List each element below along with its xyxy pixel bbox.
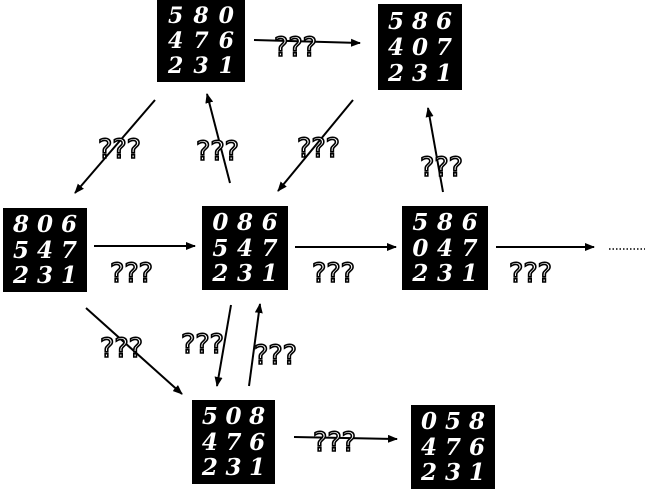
digit-cell: 0: [212, 209, 229, 237]
digit-cell: 2: [420, 458, 437, 486]
digit-cell: 4: [201, 428, 218, 456]
label-g3-g6: ???: [100, 333, 143, 364]
digit-cell: 3: [411, 59, 428, 87]
arrow-g5-to-g2: [425, 107, 444, 193]
digit-cell: 1: [461, 259, 478, 287]
digit-cell: 1: [218, 52, 234, 79]
digit-cell: 3: [225, 453, 242, 481]
digit-cell: 7: [461, 234, 478, 262]
digit-cell: 2: [212, 259, 229, 287]
digit-cell: 0: [412, 234, 429, 262]
digit-cell: 6: [468, 433, 485, 461]
digit-cell: 1: [435, 59, 452, 87]
arrow-g2-to-g4: [277, 99, 354, 192]
digit-cell: 1: [468, 458, 485, 486]
digit-cell: 7: [261, 234, 278, 262]
digit-cell: 0: [225, 403, 242, 431]
digit-cell: 5: [212, 234, 229, 262]
digit-cell: 7: [60, 236, 77, 264]
digit-cell: 7: [193, 28, 209, 54]
digit-cell: 6: [218, 28, 234, 54]
digit-cell: 4: [236, 234, 253, 262]
arrow-g4-to-g1: [205, 93, 231, 184]
digit-cell: 4: [387, 33, 404, 61]
label-g5-next: ???: [509, 258, 552, 289]
digit-cell: 1: [60, 261, 77, 289]
digit-cell: 8: [12, 211, 29, 239]
digit-cell: 8: [468, 408, 485, 436]
digit-cell: 5: [168, 3, 184, 30]
digit-cell: 4: [168, 28, 184, 54]
digit-cell: 7: [225, 428, 242, 456]
digit-cell: 5: [12, 236, 29, 264]
digit-cell: 4: [36, 236, 53, 264]
arrow-g6-to-g7: [293, 434, 398, 443]
label-g6-g4: ???: [254, 340, 297, 371]
digit-cell: 5: [412, 209, 429, 237]
digit-cell: 3: [444, 458, 461, 486]
digit-cell: 0: [36, 211, 53, 239]
arrow-g3-to-g6: [85, 307, 183, 395]
digit-cell: 8: [249, 403, 266, 431]
arrow-g1-to-g2: [253, 38, 361, 47]
digit-cell: 2: [387, 59, 404, 87]
digit-cell: 3: [436, 259, 453, 287]
digit-cell: 6: [461, 209, 478, 237]
digit-cell: 2: [412, 259, 429, 287]
label-g1-g2: ???: [274, 32, 317, 63]
label-g5-g2: ???: [420, 152, 463, 183]
label-g4-g1: ???: [196, 136, 239, 167]
digit-cell: 8: [193, 3, 209, 30]
digit-cell: 6: [249, 428, 266, 456]
digit-cell: 2: [168, 52, 184, 79]
digit-cell: 3: [193, 52, 209, 79]
digit-cell: 4: [420, 433, 437, 461]
label-g4-g5: ???: [312, 258, 355, 289]
digit-cell: 0: [420, 408, 437, 436]
digit-cell: 7: [444, 433, 461, 461]
arrow-g4-to-g6: [214, 304, 232, 387]
digit-cell: 8: [436, 209, 453, 237]
digit-cell: 6: [261, 209, 278, 237]
label-g2-g4: ???: [297, 133, 340, 164]
digit-cell: 5: [387, 7, 404, 35]
arrow-g1-to-g3: [74, 99, 156, 194]
label-g4-g6: ???: [181, 329, 224, 360]
digit-cell: 6: [60, 211, 77, 239]
digit-cell: 3: [236, 259, 253, 287]
digit-cell: 0: [411, 33, 428, 61]
digit-cell: 1: [261, 259, 278, 287]
digit-cell: 5: [444, 408, 461, 436]
arrow-g6-to-g4: [248, 303, 263, 387]
digit-cell: 2: [12, 261, 29, 289]
digit-cell: 5: [201, 403, 218, 431]
digit-cell: 2: [201, 453, 218, 481]
digit-cell: 8: [236, 209, 253, 237]
digit-cell: 3: [36, 261, 53, 289]
digit-cell: 4: [436, 234, 453, 262]
digit-cell: 1: [249, 453, 266, 481]
digit-cell: 6: [435, 7, 452, 35]
digit-cell: 7: [435, 33, 452, 61]
digit-cell: 0: [218, 3, 234, 30]
label-g6-g7: ???: [313, 427, 356, 458]
label-g3-g4: ???: [110, 258, 153, 289]
label-g1-g3: ???: [98, 134, 141, 165]
digit-cell: 8: [411, 7, 428, 35]
